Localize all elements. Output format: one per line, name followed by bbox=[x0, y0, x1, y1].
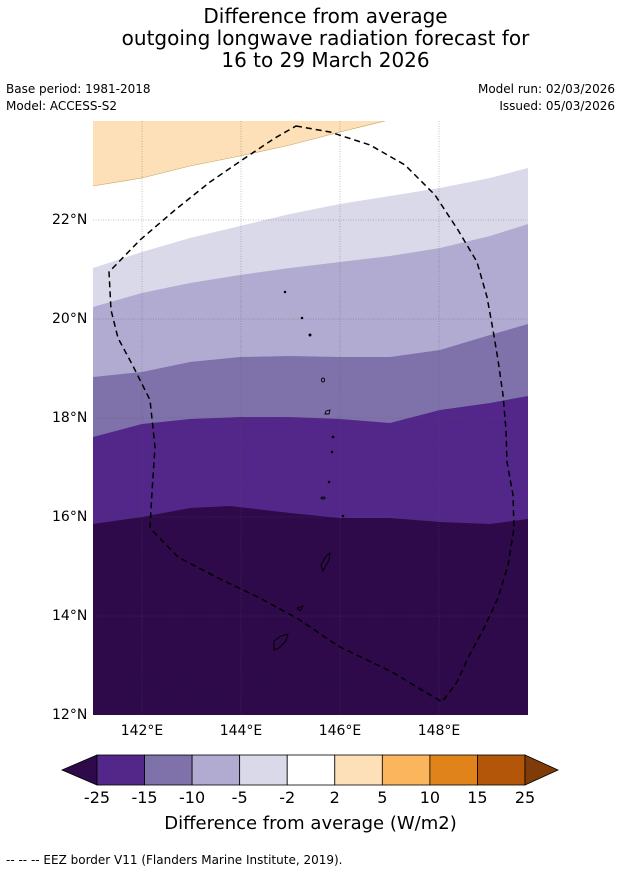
lon-label-144e: 144°E bbox=[219, 723, 263, 739]
lat-label-22n: 22°N bbox=[52, 212, 88, 228]
model-name: Model: ACCESS-S2 bbox=[6, 99, 118, 113]
colorbar-tick-label: 25 bbox=[514, 788, 536, 807]
lon-label-146e: 146°E bbox=[318, 723, 362, 739]
copyright-credit: © Commonwealth of Australia 2026, Bureau… bbox=[95, 672, 460, 701]
colorbar-tick-label: 5 bbox=[377, 788, 388, 807]
lat-label-12n: 12°N bbox=[52, 707, 88, 723]
colorbar-cell bbox=[429, 754, 478, 786]
title-line-3: 16 to 29 March 2026 bbox=[221, 48, 430, 72]
colorbar-tick-label: 2 bbox=[329, 788, 340, 807]
colorbar-cell bbox=[191, 754, 241, 786]
colorbar-cell bbox=[144, 754, 193, 786]
colorbar-cell bbox=[334, 754, 383, 786]
meta-left: Base period: 1981-2018 Model: ACCESS-S2 bbox=[6, 81, 151, 115]
colorbar-cell bbox=[286, 754, 336, 786]
colorbar-tick-label: -5 bbox=[231, 788, 248, 807]
colorbar-tick-label: -2 bbox=[279, 788, 296, 807]
colorbar-tick-label: -15 bbox=[131, 788, 158, 807]
colorbar-cell bbox=[381, 754, 431, 786]
colorbar-tick-label: 10 bbox=[419, 788, 441, 807]
colorbar-cell bbox=[477, 754, 526, 786]
map-title: Difference from average outgoing longwav… bbox=[0, 5, 621, 71]
gridlines bbox=[93, 121, 528, 715]
lat-label-20n: 20°N bbox=[52, 311, 88, 327]
colorbar bbox=[60, 754, 559, 786]
model-run: Model run: 02/03/2026 bbox=[477, 82, 615, 96]
colorbar-tick-label: -10 bbox=[179, 788, 206, 807]
colorbar-tick-label: 15 bbox=[467, 788, 488, 807]
band-below-negative-25 bbox=[93, 506, 528, 715]
colorbar-extend-low bbox=[60, 754, 98, 786]
colorbar-extend-high bbox=[524, 754, 559, 786]
issued-date: Issued: 05/03/2026 bbox=[499, 99, 615, 113]
colorbar-tick-label: -25 bbox=[83, 788, 111, 807]
eez-legend: -- -- -- EEZ border V11 (Flanders Marine… bbox=[6, 853, 343, 867]
title-line-2: outgoing longwave radiation forecast for bbox=[121, 26, 530, 50]
lon-label-148e: 148°E bbox=[417, 723, 461, 739]
lat-label-18n: 18°N bbox=[52, 410, 88, 426]
eez-border bbox=[108, 125, 515, 703]
lon-label-142e: 142°E bbox=[120, 723, 164, 739]
islands bbox=[273, 290, 345, 651]
meta-right: Model run: 02/03/2026 Issued: 05/03/2026 bbox=[478, 81, 615, 115]
colorbar-cell bbox=[239, 754, 288, 786]
colorbar-label: Difference from average (W/m2) bbox=[164, 813, 457, 834]
base-period: Base period: 1981-2018 bbox=[6, 82, 151, 96]
lat-label-16n: 16°N bbox=[52, 509, 88, 525]
title-line-1: Difference from average bbox=[203, 4, 448, 28]
lat-label-14n: 14°N bbox=[52, 608, 88, 624]
colorbar-cell bbox=[96, 754, 145, 786]
band-positive-2-5 bbox=[93, 121, 528, 186]
